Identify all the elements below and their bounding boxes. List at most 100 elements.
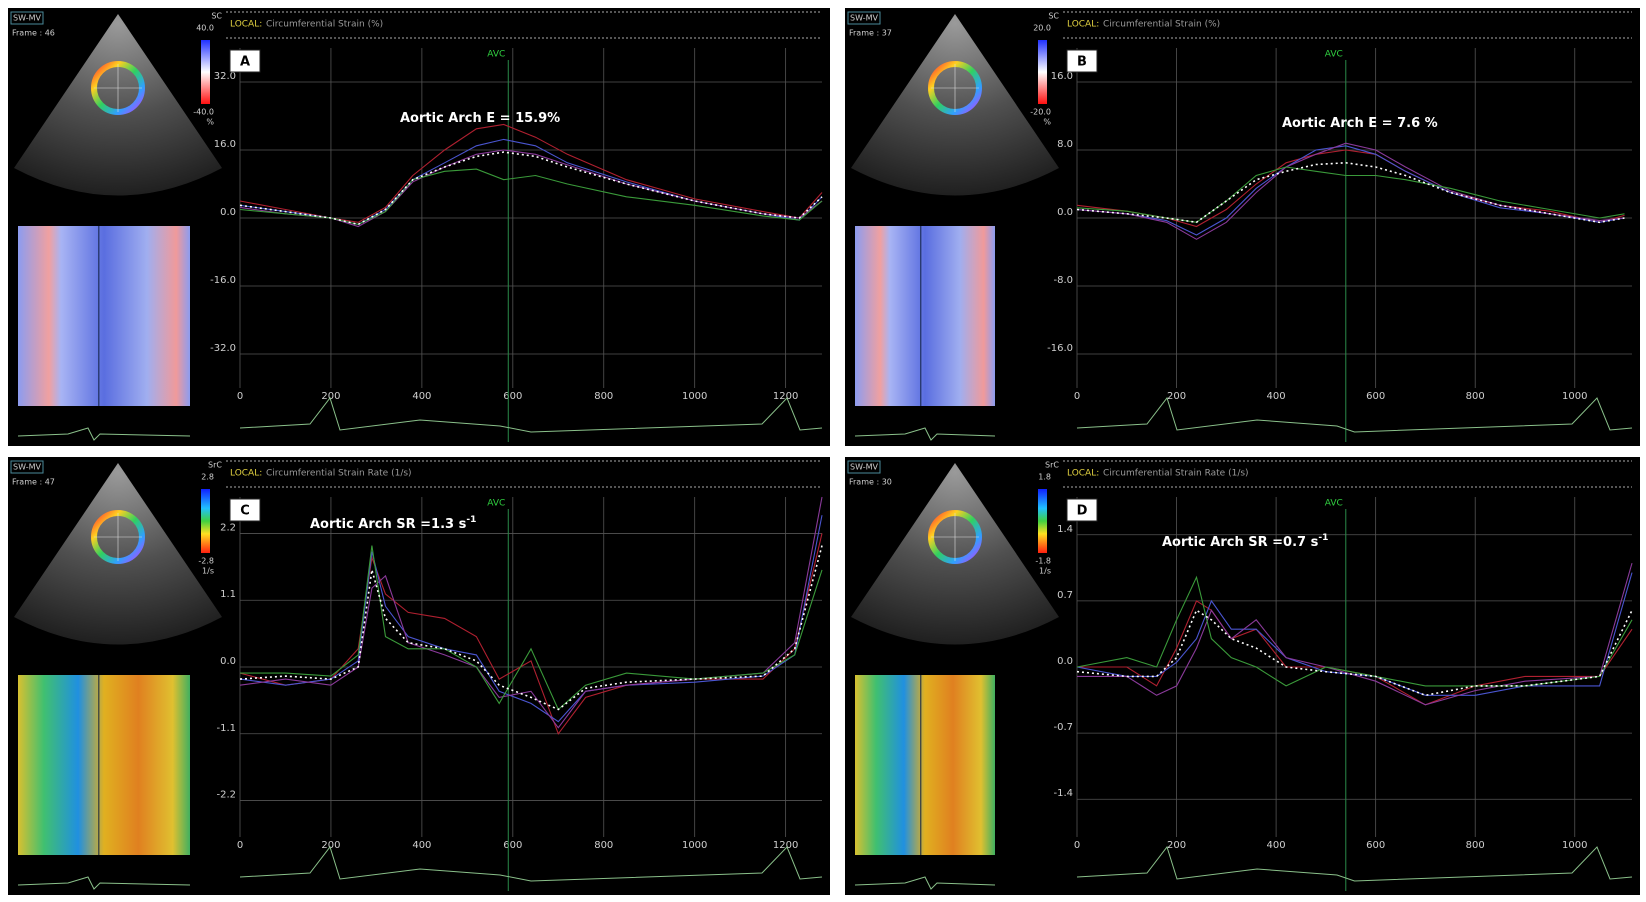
- y-tick-label: 2.2: [220, 522, 236, 533]
- y-tick-label: -1.1: [216, 723, 236, 734]
- x-tick-label: 0: [237, 840, 243, 851]
- scale-max: 20.0: [1033, 24, 1051, 33]
- scale-min: -20.0: [1030, 108, 1051, 117]
- scale-max: 40.0: [196, 24, 214, 33]
- scale-unit: 1/s: [202, 567, 214, 576]
- title-prefix: LOCAL:: [230, 469, 262, 479]
- y-tick-label: -2.2: [216, 790, 236, 801]
- panel: SW-MV Frame : 47 SrC 2.8 -2.81/s LOCAL: Circum…: [8, 457, 830, 895]
- frame-label: Frame : 47: [12, 478, 55, 487]
- frame-label: Frame : 30: [849, 478, 892, 487]
- view-label: SW-MV: [13, 463, 41, 472]
- panel-letter: B: [1077, 55, 1087, 70]
- annotation-text: Aortic Arch E = 7.6 %: [1282, 116, 1438, 131]
- y-tick-label: 16.0: [214, 139, 236, 150]
- annotation-text: Aortic Arch E = 15.9%: [400, 111, 560, 126]
- x-tick-label: 200: [1167, 840, 1186, 851]
- title-prefix: LOCAL:: [1067, 20, 1099, 30]
- y-tick-label: 1.1: [220, 589, 236, 600]
- view-label: SW-MV: [850, 463, 878, 472]
- annotation: Aortic Arch E = 15.9%: [400, 111, 560, 126]
- scale-title: SrC: [1045, 461, 1059, 470]
- color-scale: [1038, 489, 1047, 553]
- scale-title: SC: [1048, 12, 1059, 21]
- x-tick-label: 1200: [773, 391, 798, 402]
- panel-letter: A: [240, 55, 250, 70]
- annotation: Aortic Arch SR =0.7 s-1: [1162, 533, 1328, 550]
- avc-label: AVC: [1325, 499, 1343, 509]
- m-mode: [18, 226, 190, 406]
- y-tick-label: 32.0: [214, 71, 236, 82]
- x-tick-label: 800: [594, 391, 613, 402]
- x-tick-label: 200: [1167, 391, 1186, 402]
- m-mode: [855, 226, 995, 406]
- y-tick-label: -16.0: [210, 275, 236, 286]
- m-mode: [855, 675, 995, 855]
- y-tick-label: -1.4: [1053, 788, 1073, 799]
- x-tick-label: 800: [1466, 840, 1485, 851]
- y-tick-label: 1.4: [1057, 524, 1073, 535]
- y-tick-label: -0.7: [1053, 722, 1073, 733]
- scale-max: 1.8: [1038, 473, 1051, 482]
- y-tick-label: 8.0: [1057, 139, 1073, 150]
- m-mode: [18, 675, 190, 855]
- annotation-superscript: -1: [1318, 533, 1328, 543]
- x-tick-label: 600: [503, 391, 522, 402]
- panel-letter: C: [240, 504, 250, 519]
- y-tick-label: 0.0: [220, 207, 236, 218]
- y-tick-label: 16.0: [1051, 71, 1073, 82]
- x-tick-label: 800: [594, 840, 613, 851]
- figure: SW-MV Frame : 46 SC 40.0 -40.0% LOCAL: Circumf…: [0, 0, 1646, 902]
- scale-max: 2.8: [201, 473, 214, 482]
- scale-min: -2.8: [198, 557, 214, 566]
- y-tick-label: 0.0: [220, 656, 236, 667]
- x-tick-label: 1200: [773, 840, 798, 851]
- x-tick-label: 0: [1074, 840, 1080, 851]
- scale-unit: %: [1043, 118, 1051, 127]
- x-tick-label: 1000: [682, 391, 707, 402]
- x-tick-label: 400: [1267, 391, 1286, 402]
- x-tick-label: 1000: [1562, 391, 1587, 402]
- frame-label: Frame : 46: [12, 29, 55, 38]
- x-tick-label: 600: [1366, 840, 1385, 851]
- x-tick-label: 400: [1267, 840, 1286, 851]
- title-prefix: LOCAL:: [1067, 469, 1099, 479]
- x-tick-label: 600: [503, 840, 522, 851]
- y-tick-label: -16.0: [1047, 343, 1073, 354]
- annotation-text: Aortic Arch SR =1.3 s: [310, 517, 467, 532]
- chart-title: Circumferential Strain Rate (1/s): [266, 469, 412, 479]
- chart-title: Circumferential Strain Rate (1/s): [1103, 469, 1249, 479]
- avc-label: AVC: [487, 50, 505, 60]
- x-tick-label: 1000: [1562, 840, 1587, 851]
- annotation-text: Aortic Arch SR =0.7 s: [1162, 535, 1319, 550]
- scale-unit: 1/s: [1039, 567, 1051, 576]
- chart-title: Circumferential Strain (%): [1103, 20, 1220, 30]
- y-tick-label: 0.0: [1057, 656, 1073, 667]
- frame-label: Frame : 37: [849, 29, 892, 38]
- y-tick-label: 0.0: [1057, 207, 1073, 218]
- scale-title: SC: [211, 12, 222, 21]
- title-prefix: LOCAL:: [230, 20, 262, 30]
- x-tick-label: 0: [237, 391, 243, 402]
- annotation: Aortic Arch E = 7.6 %: [1282, 116, 1438, 131]
- view-label: SW-MV: [13, 14, 41, 23]
- panel: SW-MVFrame : 46SC40.0-40.0%LOCAL:Circumf…: [8, 8, 830, 446]
- color-scale: [201, 40, 210, 104]
- scale-title: SrC: [208, 461, 222, 470]
- avc-label: AVC: [487, 499, 505, 509]
- annotation: Aortic Arch SR =1.3 s-1: [310, 515, 476, 532]
- x-tick-label: 800: [1466, 391, 1485, 402]
- annotation-superscript: -1: [466, 515, 476, 525]
- scale-min: -40.0: [193, 108, 214, 117]
- color-scale: [1038, 40, 1047, 104]
- chart-title: Circumferential Strain (%): [266, 20, 383, 30]
- y-tick-label: -8.0: [1053, 275, 1073, 286]
- x-tick-label: 1000: [682, 840, 707, 851]
- view-label: SW-MV: [850, 14, 878, 23]
- avc-label: AVC: [1325, 50, 1343, 60]
- panel: SW-MV Frame : 37 SC 20.0 -20.0% LOCAL: Circumf…: [845, 8, 1640, 446]
- y-tick-label: 0.7: [1057, 590, 1073, 601]
- x-tick-label: 400: [412, 391, 431, 402]
- x-tick-label: 0: [1074, 391, 1080, 402]
